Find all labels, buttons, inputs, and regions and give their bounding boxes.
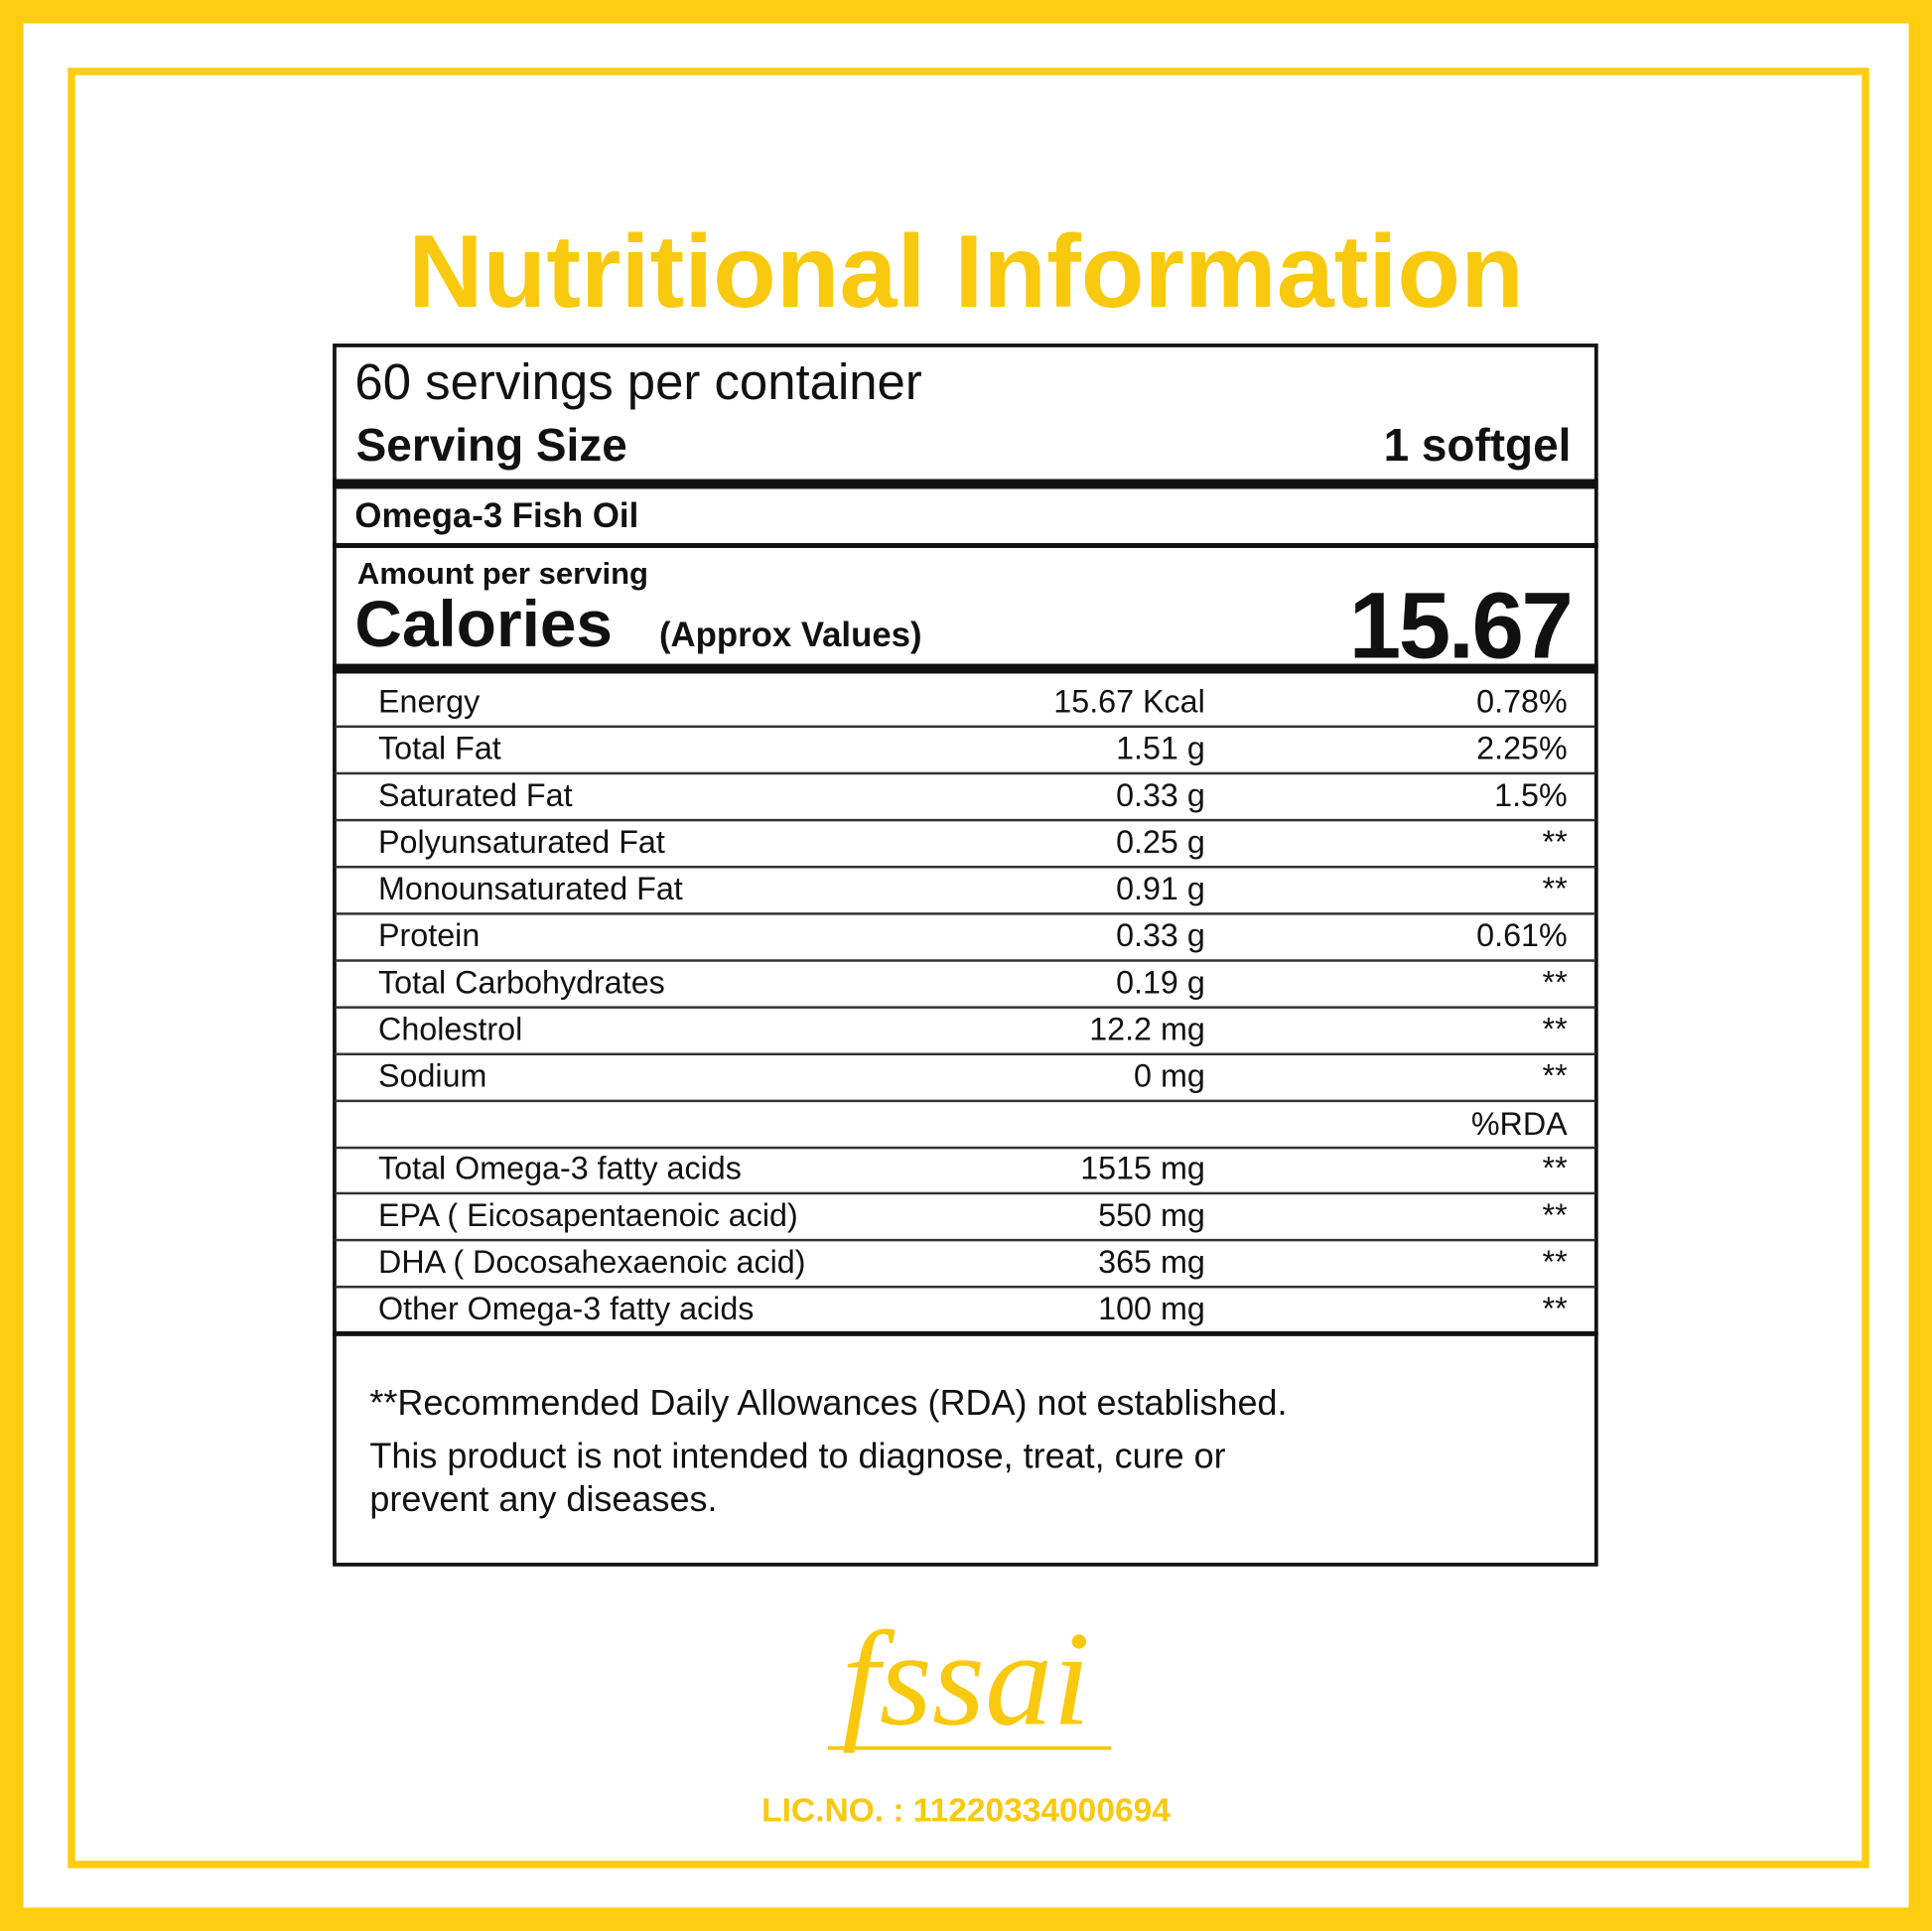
nutrient-amount: 0.19 g xyxy=(1116,963,1205,1001)
logo-underline xyxy=(828,1745,1112,1750)
divider xyxy=(333,1330,1598,1336)
row-divider xyxy=(335,818,1596,821)
nutrient-rda: ** xyxy=(1542,823,1568,861)
nutrient-name: DHA ( Docosahexaenoic acid) xyxy=(378,1243,806,1281)
row-divider xyxy=(335,771,1596,774)
nutrient-name: Other Omega-3 fatty acids xyxy=(378,1290,755,1327)
row-divider xyxy=(335,725,1596,728)
divider xyxy=(333,663,1598,674)
nutrient-rda: ** xyxy=(1542,1243,1568,1281)
row-divider xyxy=(335,1006,1596,1009)
nutrient-amount: 0 mg xyxy=(1134,1056,1205,1095)
footnote: prevent any diseases. xyxy=(369,1479,718,1520)
serving-size-label: Serving Size xyxy=(355,419,627,471)
nutrient-name: Total Carbohydrates xyxy=(378,963,665,1001)
calories-value: 15.67 xyxy=(1348,574,1574,679)
fssai-logo: fssai xyxy=(841,1603,1091,1754)
calories-label: Calories xyxy=(354,588,614,662)
nutrient-amount: 1.51 g xyxy=(1116,729,1205,767)
divider xyxy=(333,543,1598,548)
nutrient-rda: ** xyxy=(1542,870,1568,907)
nutrient-name: Saturated Fat xyxy=(378,776,573,814)
row-divider xyxy=(335,959,1596,962)
nutrient-rda: 1.5% xyxy=(1494,776,1568,814)
nutrient-rda: 0.78% xyxy=(1476,682,1568,721)
rda-header: %RDA xyxy=(1470,1105,1568,1143)
nutrient-name: Total Omega-3 fatty acids xyxy=(378,1149,742,1187)
table-box xyxy=(333,344,1598,1567)
nutrient-rda: ** xyxy=(1542,1056,1568,1095)
nutrient-name: Cholestrol xyxy=(378,1010,523,1047)
nutrient-rda: ** xyxy=(1542,1010,1568,1047)
inner-frame xyxy=(68,68,1869,1868)
nutrient-name: Total Fat xyxy=(378,729,501,767)
row-divider xyxy=(335,1099,1596,1102)
serving-size-value: 1 softgel xyxy=(1383,419,1572,471)
nutrient-amount: 0.33 g xyxy=(1116,916,1205,954)
row-divider xyxy=(335,1191,1596,1194)
nutrient-name: Monounsaturated Fat xyxy=(378,870,683,907)
row-divider xyxy=(335,866,1596,868)
nutrient-amount: 0.25 g xyxy=(1116,823,1205,861)
nutrient-name: Protein xyxy=(378,916,481,954)
amount-label: Amount per serving xyxy=(356,556,649,592)
product-name: Omega-3 Fish Oil xyxy=(354,495,639,535)
nutrient-rda: ** xyxy=(1542,1149,1568,1187)
nutrient-amount: 12.2 mg xyxy=(1089,1010,1205,1047)
row-divider xyxy=(335,1238,1596,1241)
nutrient-amount: 365 mg xyxy=(1098,1243,1205,1281)
nutrient-amount: 550 mg xyxy=(1098,1196,1205,1234)
nutrient-amount: 0.91 g xyxy=(1116,870,1205,907)
nutrient-rda: ** xyxy=(1542,963,1568,1001)
nutrient-amount: 1515 mg xyxy=(1080,1149,1205,1187)
nutrient-rda: 2.25% xyxy=(1476,729,1568,767)
calories-note: (Approx Values) xyxy=(658,616,922,654)
nutrient-amount: 0.33 g xyxy=(1116,776,1205,814)
nutrient-rda: 0.61% xyxy=(1476,916,1568,954)
nutrient-rda: ** xyxy=(1542,1196,1568,1234)
row-divider xyxy=(335,1146,1596,1149)
row-divider xyxy=(335,1052,1596,1055)
license: LIC.NO. : 11220334000694 xyxy=(761,1791,1171,1829)
row-divider xyxy=(335,912,1596,914)
title: Nutritional Information xyxy=(408,212,1524,330)
row-divider xyxy=(335,1285,1596,1288)
footnote: **Recommended Daily Allowances (RDA) not… xyxy=(369,1384,1288,1424)
nutrient-amount: 100 mg xyxy=(1098,1290,1205,1327)
nutrient-name: EPA ( Eicosapentaenoic acid) xyxy=(378,1196,798,1234)
nutrient-name: Energy xyxy=(378,682,481,721)
nutrient-amount: 15.67 Kcal xyxy=(1053,682,1205,721)
nutrient-name: Polyunsaturated Fat xyxy=(378,823,665,861)
nutrient-rda: ** xyxy=(1542,1290,1568,1327)
servings: 60 servings per container xyxy=(354,352,922,411)
footnote: This product is not intended to diagnose… xyxy=(369,1437,1226,1477)
nutrient-name: Sodium xyxy=(378,1056,487,1095)
divider xyxy=(333,479,1598,489)
